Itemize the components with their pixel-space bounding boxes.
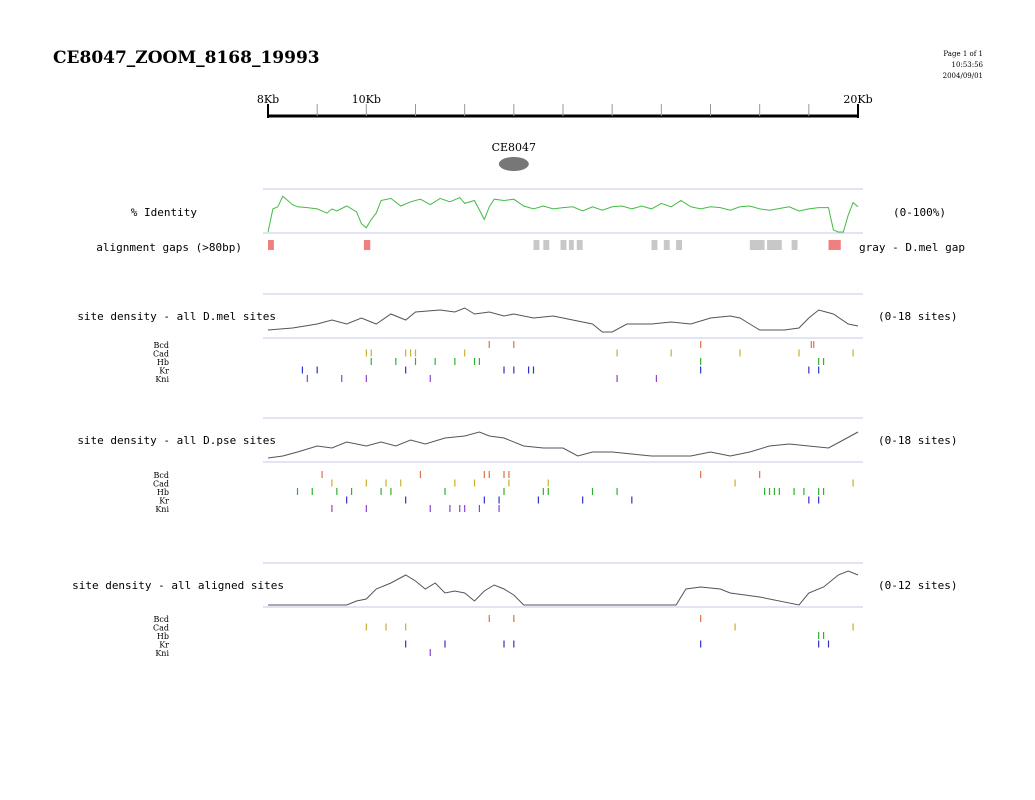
factor-label-hb: Hb xyxy=(157,632,169,641)
panel-dpse-range: (0-18 sites) xyxy=(878,434,957,447)
gap-box-gray xyxy=(560,240,567,250)
gap-box-pink xyxy=(363,240,371,250)
gap-box-gray xyxy=(543,240,550,250)
panel-dmel: site density - all D.mel sites (0-18 sit… xyxy=(77,293,957,384)
factor-label-cad: Cad xyxy=(153,624,169,633)
density-line xyxy=(268,570,859,606)
factor-label-kni: Kni xyxy=(155,375,169,384)
conserved-element: CE8047 xyxy=(492,141,536,171)
page-number: Page 1 of 1 xyxy=(943,50,983,58)
element-label: CE8047 xyxy=(492,141,536,154)
factor-label-cad: Cad xyxy=(153,350,169,359)
factor-label-cad: Cad xyxy=(153,480,169,489)
gaps-legend: gray - D.mel gap xyxy=(859,241,965,254)
alignment-gaps-track: alignment gaps (>80bp) gray - D.mel gap xyxy=(96,240,965,254)
ruler-label: 10Kb xyxy=(352,93,381,106)
ruler-label: 8Kb xyxy=(257,93,279,106)
panel-dmel-label: site density - all D.mel sites xyxy=(77,310,276,323)
identity-track: % Identity (0-100%) xyxy=(131,188,946,234)
ruler-label: 20Kb xyxy=(843,93,872,106)
gaps-label: alignment gaps (>80bp) xyxy=(96,241,242,254)
factor-label-bcd: Bcd xyxy=(154,471,169,480)
density-line xyxy=(267,307,859,333)
gap-box-gray xyxy=(676,240,682,250)
gap-box-gray xyxy=(767,240,782,250)
factor-label-hb: Hb xyxy=(157,488,169,497)
panel-aligned: site density - all aligned sites (0-12 s… xyxy=(72,562,957,658)
panel-dpse: site density - all D.pse sites (0-18 sit… xyxy=(77,417,957,514)
panel-aligned-label: site density - all aligned sites xyxy=(72,579,284,592)
factor-label-kni: Kni xyxy=(155,505,169,514)
gap-box-gray xyxy=(749,240,765,250)
print-date: 2004/09/01 xyxy=(943,72,983,80)
panel-dpse-label: site density - all D.pse sites xyxy=(77,434,276,447)
gap-box-gray xyxy=(576,240,583,250)
factor-label-kni: Kni xyxy=(155,649,169,658)
gap-box-gray xyxy=(568,240,574,250)
print-time: 10:53:56 xyxy=(952,61,984,69)
gap-box-gray xyxy=(663,240,670,250)
page-title: CE8047_ZOOM_8168_19993 xyxy=(53,48,320,68)
gap-boxes xyxy=(268,240,841,250)
gap-box-pink xyxy=(268,240,274,250)
panel-dmel-range: (0-18 sites) xyxy=(878,310,957,323)
identity-range-label: (0-100%) xyxy=(893,206,946,219)
gap-box-gray xyxy=(791,240,798,250)
element-oval-marker xyxy=(498,157,529,171)
gap-box-pink xyxy=(828,240,841,250)
factor-label-bcd: Bcd xyxy=(154,615,169,624)
factor-label-kr: Kr xyxy=(159,367,169,376)
factor-label-kr: Kr xyxy=(159,497,169,506)
gap-box-gray xyxy=(651,240,658,250)
identity-profile-line xyxy=(267,195,859,233)
identity-label: % Identity xyxy=(131,206,198,219)
factor-label-hb: Hb xyxy=(157,358,169,367)
factor-label-kr: Kr xyxy=(159,641,169,650)
scale-ruler: 8Kb 10Kb 20Kb xyxy=(257,93,873,118)
panel-aligned-range: (0-12 sites) xyxy=(878,579,957,592)
density-line xyxy=(267,431,859,459)
factor-label-bcd: Bcd xyxy=(154,341,169,350)
gap-box-gray xyxy=(533,240,540,250)
